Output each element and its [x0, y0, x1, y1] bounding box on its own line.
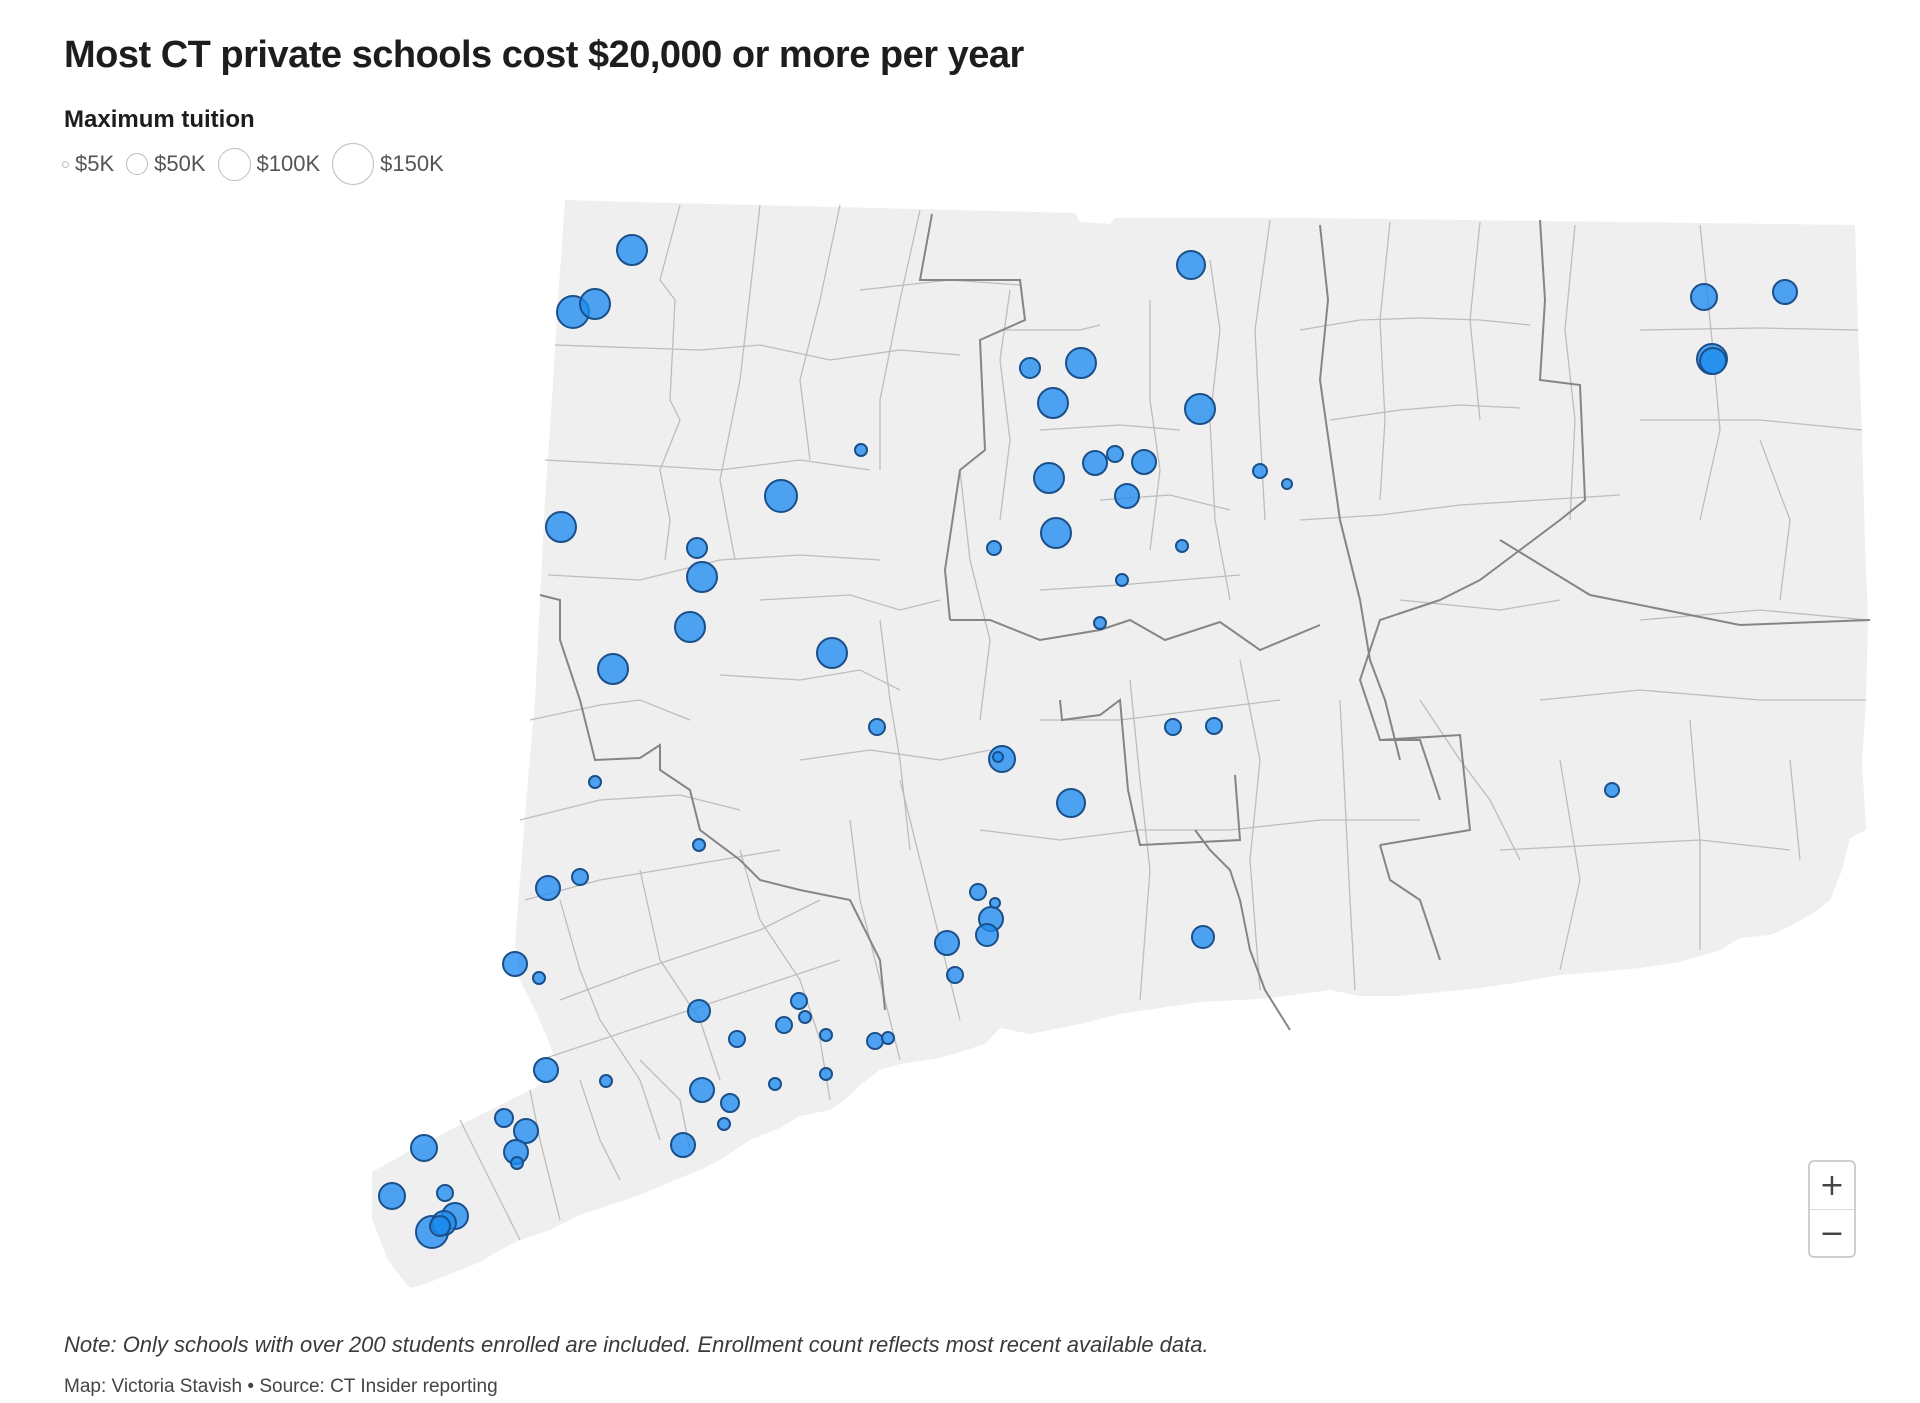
school-marker[interactable]: [854, 443, 868, 457]
school-marker[interactable]: [545, 511, 577, 543]
school-marker[interactable]: [579, 288, 611, 320]
school-marker[interactable]: [597, 653, 629, 685]
legend-label: $100K: [256, 151, 321, 176]
school-marker[interactable]: [532, 971, 546, 985]
school-marker[interactable]: [1604, 782, 1620, 798]
school-marker[interactable]: [1131, 449, 1157, 475]
legend-title: Maximum tuition: [64, 106, 255, 133]
school-marker[interactable]: [687, 999, 711, 1023]
legend-circle-icon: [62, 160, 69, 168]
school-marker[interactable]: [378, 1182, 406, 1210]
footnote: Note: Only schools with over 200 student…: [64, 1332, 1209, 1357]
legend-item-50k: $50K: [126, 151, 206, 177]
school-marker[interactable]: [819, 1028, 833, 1042]
legend-circle-icon: [126, 153, 149, 175]
school-marker[interactable]: [686, 537, 708, 559]
school-marker[interactable]: [764, 479, 798, 513]
school-marker[interactable]: [513, 1118, 539, 1144]
school-marker[interactable]: [571, 868, 589, 886]
school-marker[interactable]: [934, 930, 960, 956]
school-marker[interactable]: [975, 923, 999, 947]
school-marker[interactable]: [881, 1031, 895, 1045]
legend-item-5k: $5K: [62, 151, 114, 177]
legend-item-100k: $100K: [217, 147, 321, 181]
school-marker[interactable]: [1065, 347, 1097, 379]
legend-circle-icon: [217, 147, 251, 181]
school-marker[interactable]: [1037, 387, 1069, 419]
school-marker[interactable]: [1164, 718, 1182, 736]
school-marker[interactable]: [510, 1156, 524, 1170]
zoom-in-button[interactable]: +: [1819, 1168, 1845, 1203]
school-marker[interactable]: [969, 883, 987, 901]
school-marker[interactable]: [946, 966, 964, 984]
school-marker[interactable]: [1115, 573, 1129, 587]
school-marker[interactable]: [436, 1184, 454, 1202]
school-marker[interactable]: [798, 1010, 812, 1024]
school-marker[interactable]: [1252, 463, 1268, 479]
school-marker[interactable]: [1082, 450, 1108, 476]
school-marker[interactable]: [790, 992, 808, 1010]
school-marker[interactable]: [429, 1215, 451, 1237]
school-marker[interactable]: [1281, 478, 1293, 490]
map-zoom-control: + −: [1808, 1160, 1856, 1258]
school-marker[interactable]: [1114, 483, 1140, 509]
school-marker[interactable]: [992, 751, 1004, 763]
legend-circle-icon: [332, 143, 375, 185]
school-marker[interactable]: [986, 540, 1002, 556]
school-marker[interactable]: [816, 637, 848, 669]
school-marker[interactable]: [692, 838, 706, 852]
school-marker[interactable]: [728, 1030, 746, 1048]
school-marker[interactable]: [674, 611, 706, 643]
map-container[interactable]: [0, 0, 1920, 1310]
school-markers[interactable]: [378, 234, 1798, 1249]
school-marker[interactable]: [1040, 517, 1072, 549]
school-marker[interactable]: [689, 1077, 715, 1103]
school-marker[interactable]: [535, 875, 561, 901]
town-borders: [459, 204, 1869, 1241]
school-marker[interactable]: [533, 1057, 559, 1083]
school-marker[interactable]: [775, 1016, 793, 1034]
school-marker[interactable]: [494, 1108, 514, 1128]
school-marker[interactable]: [1176, 250, 1206, 280]
school-marker[interactable]: [670, 1132, 696, 1158]
connecticut-map[interactable]: [0, 0, 1920, 1310]
county-borders: [539, 213, 1871, 1031]
state-outline: [372, 200, 1868, 1288]
school-marker[interactable]: [1175, 539, 1189, 553]
school-marker[interactable]: [1019, 357, 1041, 379]
school-marker[interactable]: [819, 1067, 833, 1081]
zoom-out-button[interactable]: −: [1810, 1209, 1854, 1256]
legend-label: $150K: [380, 151, 444, 176]
school-marker[interactable]: [588, 775, 602, 789]
chart-title: Most CT private schools cost $20,000 or …: [64, 34, 1024, 76]
school-marker[interactable]: [1191, 925, 1215, 949]
school-marker[interactable]: [1772, 279, 1798, 305]
school-marker[interactable]: [410, 1134, 438, 1162]
school-marker[interactable]: [868, 718, 886, 736]
school-marker[interactable]: [717, 1117, 731, 1131]
school-marker[interactable]: [686, 561, 718, 593]
school-marker[interactable]: [1033, 462, 1065, 494]
school-marker[interactable]: [866, 1032, 884, 1050]
school-marker[interactable]: [1690, 283, 1718, 311]
school-marker[interactable]: [768, 1077, 782, 1091]
school-marker[interactable]: [1093, 616, 1107, 630]
school-marker[interactable]: [1106, 445, 1124, 463]
legend-label: $50K: [154, 151, 206, 176]
school-marker[interactable]: [1056, 788, 1086, 818]
school-marker[interactable]: [616, 234, 648, 266]
school-marker[interactable]: [1184, 393, 1216, 425]
school-marker[interactable]: [1205, 717, 1223, 735]
school-marker[interactable]: [502, 951, 528, 977]
legend-item-150k: $150K: [332, 143, 444, 185]
source-credit: Map: Victoria Stavish • Source: CT Insid…: [64, 1376, 498, 1397]
school-marker[interactable]: [1699, 347, 1727, 375]
size-legend: $5K $50K $100K $150K: [62, 143, 456, 185]
school-marker[interactable]: [599, 1074, 613, 1088]
school-marker[interactable]: [720, 1093, 740, 1113]
legend-label: $5K: [75, 151, 115, 176]
